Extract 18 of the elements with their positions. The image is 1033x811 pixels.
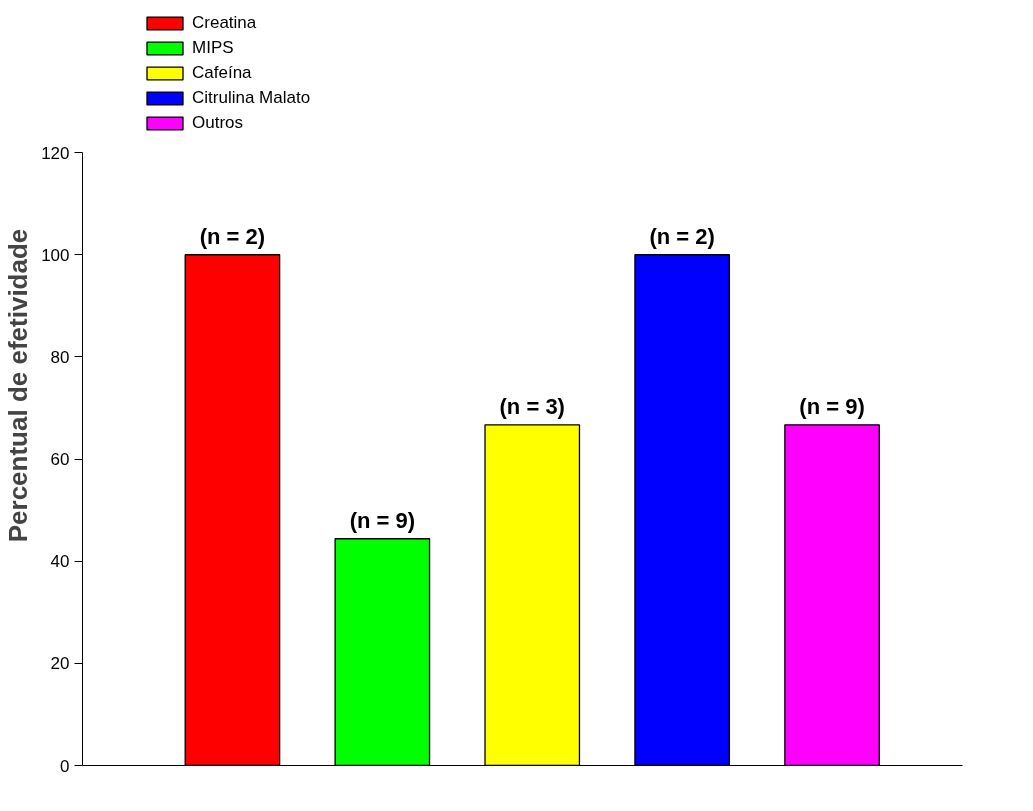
y-tick-label: 40 (50, 552, 70, 572)
y-tick-label: 60 (50, 450, 70, 470)
y-tick-label: 100 (41, 245, 70, 265)
legend-label: Cafeína (192, 63, 252, 83)
annotation: (n = 2) (199, 223, 266, 249)
y-tick-label: 80 (50, 347, 70, 367)
annotation: (n = 3) (499, 393, 565, 419)
annotation: (n = 2) (649, 223, 715, 249)
y-tick-label: 0 (60, 756, 70, 776)
y-tick-label: 20 (50, 654, 70, 674)
y-tick-label: 120 (41, 143, 70, 163)
legend-label: MIPS (192, 38, 234, 58)
legend-label: Citrulina Malato (192, 88, 311, 108)
annotation: (n = 9) (799, 393, 865, 419)
annotation: (n = 9) (349, 507, 416, 533)
legend-label: Creatina (192, 13, 257, 33)
y-axis-title: Percentual de efetividade (3, 228, 34, 543)
legend-label: Outros (192, 113, 244, 133)
